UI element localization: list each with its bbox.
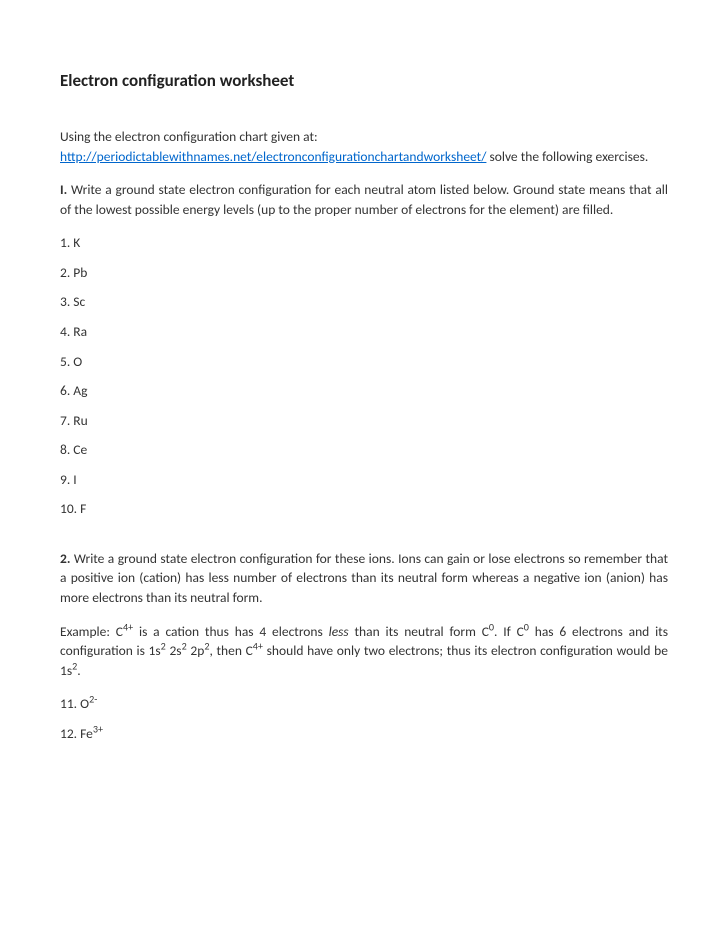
list-item: 8. Ce bbox=[60, 440, 668, 460]
example-sup-1: 4+ bbox=[123, 620, 133, 633]
example-t7: , then C bbox=[209, 642, 252, 659]
example-paragraph: Example: C4+ is a cation thus has 4 elec… bbox=[60, 622, 668, 681]
document-page: Electron configuration worksheet Using t… bbox=[0, 0, 728, 793]
list-item: 10. F bbox=[60, 499, 668, 519]
example-t2: than its neutral form C bbox=[349, 623, 489, 640]
intro-text-1: Using the electron configuration chart g… bbox=[60, 128, 318, 145]
exercise-list-1: 1. K 2. Pb 3. Sc 4. Ra 5. O 6. Ag 7. Ru 8. Ce 9.… bbox=[60, 233, 668, 519]
example-t9: . bbox=[77, 662, 80, 679]
intro-paragraph: Using the electron configuration chart g… bbox=[60, 127, 668, 166]
section-2-label: 2. bbox=[60, 550, 70, 567]
item-11-text: 11. O bbox=[60, 695, 89, 712]
section-1-prompt: I. Write a ground state electron configu… bbox=[60, 180, 668, 219]
list-item: 5. O bbox=[60, 352, 668, 372]
example-t6: 2p bbox=[187, 642, 205, 659]
page-title: Electron configuration worksheet bbox=[60, 70, 668, 91]
example-t5: 2s bbox=[166, 642, 182, 659]
list-item: 1. K bbox=[60, 233, 668, 253]
section-2-text: Write a ground state electron configurat… bbox=[60, 550, 668, 606]
list-item: 2. Pb bbox=[60, 263, 668, 283]
list-item: 4. Ra bbox=[60, 322, 668, 342]
section-2-prompt: 2. Write a ground state electron configu… bbox=[60, 549, 668, 608]
example-less: less bbox=[329, 623, 349, 640]
list-item: 6. Ag bbox=[60, 381, 668, 401]
section-gap bbox=[60, 529, 668, 549]
section-1-text: Write a ground state electron configurat… bbox=[60, 181, 668, 218]
example-sup-7: 4+ bbox=[253, 640, 263, 653]
source-link[interactable]: http://periodictablewithnames.net/electr… bbox=[60, 148, 486, 165]
item-12-text: 12. Fe bbox=[60, 725, 93, 742]
example-t3: . If C bbox=[494, 623, 524, 640]
list-item: 9. I bbox=[60, 470, 668, 490]
item-11-sup: 2- bbox=[89, 693, 97, 706]
list-item: 7. Ru bbox=[60, 411, 668, 431]
example-t1: is a cation thus has 4 electrons bbox=[133, 623, 328, 640]
item-12-sup: 3+ bbox=[93, 722, 103, 735]
list-item: 11. O2- bbox=[60, 694, 668, 714]
intro-text-2: solve the following exercises. bbox=[486, 148, 648, 165]
list-item: 3. Sc bbox=[60, 292, 668, 312]
list-item: 12. Fe3+ bbox=[60, 724, 668, 744]
example-pre: Example: C bbox=[60, 623, 123, 640]
